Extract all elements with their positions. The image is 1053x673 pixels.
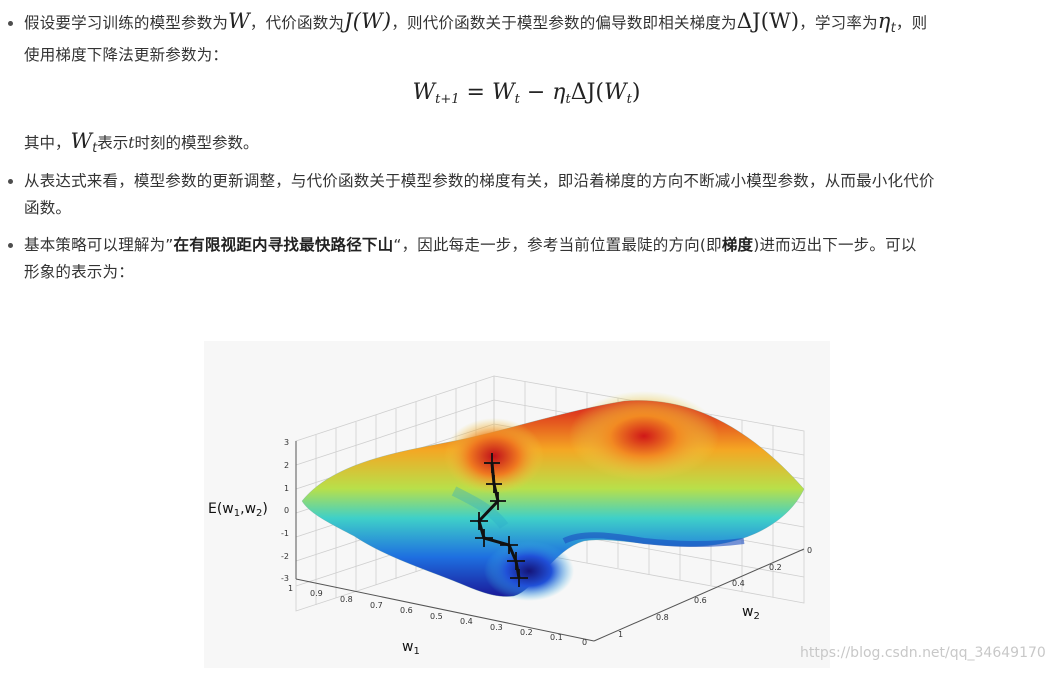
math-subscript: t	[92, 141, 98, 156]
z-tick: -2	[281, 552, 289, 561]
math-J-of-W: J(W)	[344, 9, 392, 33]
math-eta-subscript: t	[890, 21, 896, 36]
math-W: W	[491, 80, 515, 105]
axes	[295, 441, 805, 642]
x-tick: 1	[288, 584, 293, 593]
x-tick: 0.2	[520, 628, 533, 637]
text-span: ，代价函数为	[249, 14, 345, 32]
text-span: “，因此每走一步，参考当前位置最陡的方向(即	[393, 236, 722, 254]
x-tick: 0.7	[370, 601, 383, 610]
math-W: W	[603, 80, 627, 105]
text-span: ，学习率为	[799, 14, 878, 32]
descent-steps	[470, 453, 528, 587]
y-ticks: 0 0.2 0.4 0.6 0.8 1	[618, 546, 812, 639]
text-span: ，则代价函数关于模型参数的偏导数即相关梯度为	[391, 14, 737, 32]
text-span: )进而迈出下一步。可以	[753, 236, 917, 254]
math-eta: η	[552, 80, 566, 105]
math-subscript: t	[626, 92, 632, 107]
z-tick: 3	[284, 438, 289, 447]
bullet-text: 假设要学习训练的模型参数为W，代价函数为J(W)，则代价函数关于模型参数的偏导数…	[24, 8, 1044, 69]
watermark: https://blog.csdn.net/qq_34649170	[800, 645, 1046, 661]
bullet-dot	[8, 243, 13, 248]
math-subscript: t	[565, 92, 571, 107]
text-span: 形象的表示为：	[24, 263, 134, 281]
bullet-dot	[8, 179, 13, 184]
surface-plot: 3 2 1 0 -1 -2 -3 1 0.9 0.8 0.7 0.6 0.5 0…	[208, 375, 812, 657]
text-span: 使用梯度下降法更新参数为：	[24, 46, 229, 64]
y-tick: 1	[618, 630, 623, 639]
text-span: 假设要学习训练的模型参数为	[24, 14, 229, 32]
bullet-dot	[8, 21, 13, 26]
bold-phrase: 梯度	[721, 236, 754, 254]
x-tick: 0.9	[310, 589, 323, 598]
text-span: 从表达式来看，模型参数的更新调整，与代价函数关于模型参数的梯度有关，即沿着梯度的…	[24, 172, 935, 190]
y-tick: 0.8	[656, 613, 669, 622]
math-t: t	[128, 134, 135, 152]
math-subscript: t	[514, 92, 520, 107]
math-W: W	[412, 80, 436, 105]
math-delta-J: ΔJ(W)	[736, 9, 800, 33]
x-ticks: 1 0.9 0.8 0.7 0.6 0.5 0.4 0.3 0.2 0.1 0	[288, 584, 587, 647]
z-ticks: 3 2 1 0 -1 -2 -3	[281, 438, 289, 583]
text-span: 基本策略可以理解为”	[24, 236, 174, 254]
y-tick: 0	[807, 546, 812, 555]
math-W: W	[70, 129, 93, 153]
z-tick: 0	[284, 506, 289, 515]
x-tick: 0.8	[340, 595, 353, 604]
bullet-text: 从表达式来看，模型参数的更新调整，与代价函数关于模型参数的梯度有关，即沿着梯度的…	[24, 168, 1044, 222]
update-formula: Wt+1 = Wt − ηtΔJ(Wt)	[0, 80, 1053, 107]
x-tick: 0.5	[430, 612, 443, 621]
x-tick: 0.6	[400, 606, 413, 615]
x-tick: 0	[582, 638, 587, 647]
math-eta: η	[877, 9, 891, 33]
error-surface	[301, 391, 805, 601]
z-tick: 2	[284, 461, 289, 470]
z-axis-label: E(w1,w2)	[208, 501, 268, 519]
math-paren: )	[631, 80, 641, 105]
text-span: ，则	[895, 14, 928, 32]
math-W: W	[228, 9, 250, 33]
math-subscript: t+1	[435, 92, 460, 107]
text-span: 时刻的模型参数。	[134, 134, 259, 152]
bold-phrase: 在有限视距内寻找最快路径下山	[173, 236, 394, 254]
y-tick: 0.2	[769, 563, 782, 572]
y-axis-label: w2	[742, 604, 760, 622]
x-tick: 0.1	[550, 633, 563, 642]
z-tick: 1	[284, 484, 289, 493]
x-tick: 0.3	[490, 623, 503, 632]
bullet-text: 基本策略可以理解为”在有限视距内寻找最快路径下山“，因此每走一步，参考当前位置最…	[24, 232, 1044, 286]
x-tick: 0.4	[460, 617, 473, 626]
text-span: 表示	[97, 134, 129, 152]
text-span: 函数。	[24, 199, 72, 217]
gradient-descent-figure: 3 2 1 0 -1 -2 -3 1 0.9 0.8 0.7 0.6 0.5 0…	[204, 341, 830, 668]
z-tick: -3	[281, 574, 289, 583]
z-tick: -1	[281, 529, 289, 538]
math-delta-J: ΔJ(	[570, 80, 604, 105]
x-axis-label: w1	[402, 639, 420, 657]
y-tick: 0.4	[732, 579, 745, 588]
formula-note: 其中，Wt表示t时刻的模型参数。	[24, 128, 258, 162]
math-minus: −	[519, 80, 553, 105]
text-span: 其中，	[24, 134, 71, 152]
y-tick: 0.6	[694, 596, 707, 605]
math-equals: =	[459, 80, 492, 105]
